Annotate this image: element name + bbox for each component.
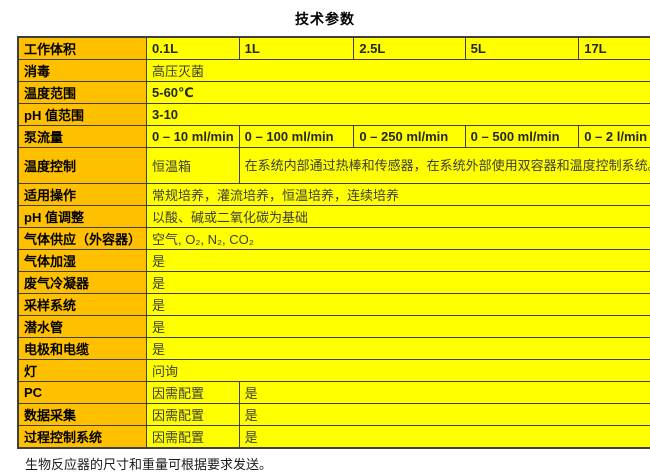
- row-label-cell: PC: [17, 381, 148, 404]
- value-cell: 因需配置: [146, 381, 240, 404]
- value-cell: 5-60℃: [146, 81, 650, 104]
- table-row: PC 因需配置 是: [17, 381, 650, 404]
- row-label-cell: 灯: [17, 359, 148, 382]
- value-cell: 是: [238, 425, 650, 449]
- value-cell: 以酸、碱或二氧化碳为基础: [146, 205, 650, 228]
- table-row: 数据采集 因需配置 是: [17, 403, 650, 426]
- table-row: 灯 问询: [17, 359, 650, 382]
- table-row: 电极和电缆 是: [17, 337, 650, 360]
- value-cell: 1L: [238, 36, 355, 60]
- table-row: 消毒 高压灭菌: [17, 59, 650, 82]
- row-label-cell: pH 值范围: [17, 103, 148, 126]
- row-label-cell: 采样系统: [17, 293, 148, 316]
- value-cell: 是: [146, 293, 650, 316]
- value-cell: 0 – 500 ml/min: [464, 125, 580, 148]
- row-label-cell: 过程控制系统: [17, 425, 148, 449]
- value-cell: 0.1L: [146, 36, 240, 60]
- value-cell: 0 – 250 ml/min: [353, 125, 466, 148]
- value-cell: 5L: [464, 36, 580, 60]
- value-cell: 是: [146, 337, 650, 360]
- value-cell: 17L: [578, 36, 650, 60]
- value-cell: 3-10: [146, 103, 650, 126]
- table-row: 适用操作 常规培养，灌流培养，恒温培养，连续培养: [17, 183, 650, 206]
- value-cell: 因需配置: [146, 425, 240, 449]
- spec-table: 工作体积 0.1L 1L 2.5L 5L 17L 消毒 高压灭菌 温度范围 5-…: [17, 36, 650, 449]
- value-cell: 常规培养，灌流培养，恒温培养，连续培养: [146, 183, 650, 206]
- table-row: 工作体积 0.1L 1L 2.5L 5L 17L: [17, 36, 650, 60]
- value-cell: 问询: [146, 359, 650, 382]
- value-cell: 0 – 10 ml/min: [146, 125, 240, 148]
- page-title: 技术参数: [295, 11, 355, 27]
- table-row: 过程控制系统 因需配置 是: [17, 425, 650, 449]
- row-label-cell: 适用操作: [17, 183, 148, 206]
- table-row: 气体加湿 是: [17, 249, 650, 272]
- table-row: 潜水管 是: [17, 315, 650, 338]
- value-cell: 因需配置: [146, 403, 240, 426]
- row-label-cell: 电极和电缆: [17, 337, 148, 360]
- row-label-cell: 数据采集: [17, 403, 148, 426]
- row-label-cell: 泵流量: [17, 125, 148, 148]
- value-cell: 2.5L: [353, 36, 466, 60]
- table-row: 废气冷凝器 是: [17, 271, 650, 294]
- value-cell: 是: [146, 249, 650, 272]
- value-cell: 是: [146, 315, 650, 338]
- table-row: 采样系统 是: [17, 293, 650, 316]
- value-cell: 是: [238, 403, 650, 426]
- value-cell: 在系统内部通过热棒和传感器，在系统外部使用双容器和温度控制系统。: [238, 147, 650, 184]
- footer-note: 生物反应器的尺寸和重量可根据要求发送。: [25, 457, 273, 472]
- table-row: 温度控制 恒温箱 在系统内部通过热棒和传感器，在系统外部使用双容器和温度控制系统…: [17, 147, 650, 184]
- table-row: pH 值调整 以酸、碱或二氧化碳为基础: [17, 205, 650, 228]
- row-label-cell: 消毒: [17, 59, 148, 82]
- value-cell: 空气, O₂, N₂, CO₂: [146, 227, 650, 250]
- value-cell: 0 – 2 l/min: [578, 125, 650, 148]
- row-label-cell: 气体加湿: [17, 249, 148, 272]
- value-cell: 是: [238, 381, 650, 404]
- table-row: 气体供应（外容器） 空气, O₂, N₂, CO₂: [17, 227, 650, 250]
- value-cell: 0 – 100 ml/min: [238, 125, 355, 148]
- row-label-cell: 温度控制: [17, 147, 148, 184]
- value-cell: 是: [146, 271, 650, 294]
- row-label-cell: pH 值调整: [17, 205, 148, 228]
- row-label-cell: 工作体积: [17, 36, 148, 60]
- value-cell: 恒温箱: [146, 147, 240, 184]
- table-row: pH 值范围 3-10: [17, 103, 650, 126]
- row-label-cell: 温度范围: [17, 81, 148, 104]
- row-label-cell: 潜水管: [17, 315, 148, 338]
- table-row: 泵流量 0 – 10 ml/min 0 – 100 ml/min 0 – 250…: [17, 125, 650, 148]
- row-label-cell: 废气冷凝器: [17, 271, 148, 294]
- row-label-cell: 气体供应（外容器）: [17, 227, 148, 250]
- value-cell: 高压灭菌: [146, 59, 650, 82]
- table-row: 温度范围 5-60℃: [17, 81, 650, 104]
